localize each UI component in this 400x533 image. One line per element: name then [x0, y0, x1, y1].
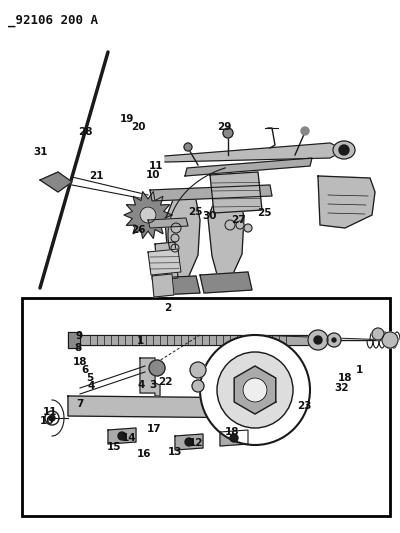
Bar	[22, 298, 390, 516]
Text: 9: 9	[76, 331, 83, 341]
Circle shape	[184, 143, 192, 151]
Polygon shape	[68, 396, 268, 418]
Polygon shape	[165, 195, 200, 280]
Polygon shape	[220, 430, 248, 446]
Text: 1: 1	[137, 336, 144, 346]
Polygon shape	[200, 272, 252, 293]
Polygon shape	[152, 276, 200, 295]
Text: 11: 11	[43, 407, 58, 417]
Circle shape	[185, 438, 193, 446]
Circle shape	[301, 127, 309, 135]
Text: 10: 10	[146, 170, 160, 180]
Text: 10: 10	[40, 416, 54, 426]
Circle shape	[339, 145, 349, 155]
Text: 30: 30	[202, 212, 217, 221]
Circle shape	[118, 432, 126, 440]
Polygon shape	[165, 143, 345, 162]
Text: 18: 18	[225, 427, 239, 437]
Polygon shape	[210, 172, 262, 213]
Circle shape	[332, 338, 336, 342]
Circle shape	[308, 330, 328, 350]
Text: 29: 29	[217, 122, 231, 132]
Polygon shape	[140, 358, 160, 396]
Circle shape	[200, 335, 310, 445]
Ellipse shape	[333, 141, 355, 159]
Circle shape	[140, 207, 156, 223]
Circle shape	[149, 360, 165, 376]
Text: 18: 18	[338, 374, 352, 383]
Text: 4: 4	[137, 380, 144, 390]
Circle shape	[171, 223, 181, 233]
Circle shape	[49, 415, 55, 421]
Polygon shape	[80, 335, 310, 345]
Polygon shape	[208, 192, 244, 278]
Text: 26: 26	[131, 225, 145, 235]
Text: 6: 6	[81, 366, 88, 375]
Text: 25: 25	[257, 208, 271, 218]
Text: 12: 12	[189, 439, 203, 448]
Text: 7: 7	[76, 399, 84, 409]
Text: 17: 17	[147, 424, 161, 434]
Text: 8: 8	[75, 343, 82, 352]
Circle shape	[372, 328, 384, 340]
Circle shape	[190, 362, 206, 378]
Circle shape	[223, 128, 233, 138]
Polygon shape	[152, 274, 174, 297]
Circle shape	[382, 332, 398, 348]
Circle shape	[327, 333, 341, 347]
Polygon shape	[318, 176, 375, 228]
Polygon shape	[148, 249, 181, 275]
Text: 15: 15	[107, 442, 121, 451]
Text: 22: 22	[158, 377, 173, 386]
Text: 19: 19	[120, 115, 134, 124]
Polygon shape	[148, 218, 188, 228]
Polygon shape	[150, 185, 272, 201]
Text: _92106 200 A: _92106 200 A	[8, 14, 98, 27]
Circle shape	[243, 378, 267, 402]
Text: 18: 18	[73, 358, 87, 367]
Text: 2: 2	[164, 303, 172, 313]
Polygon shape	[108, 428, 136, 444]
Circle shape	[230, 434, 238, 442]
Circle shape	[225, 220, 235, 230]
Polygon shape	[175, 434, 203, 450]
Text: 21: 21	[90, 171, 104, 181]
Circle shape	[314, 336, 322, 344]
Circle shape	[244, 224, 252, 232]
Text: 16: 16	[137, 449, 151, 459]
Circle shape	[192, 380, 204, 392]
Text: 28: 28	[78, 127, 93, 137]
Polygon shape	[185, 158, 312, 176]
Text: 4: 4	[88, 382, 95, 391]
Text: 20: 20	[131, 122, 145, 132]
Circle shape	[171, 244, 179, 252]
Text: 5: 5	[86, 374, 93, 383]
Circle shape	[171, 234, 179, 242]
Text: 23: 23	[298, 401, 312, 411]
Text: 25: 25	[188, 207, 202, 217]
Polygon shape	[155, 242, 178, 280]
Circle shape	[236, 221, 244, 229]
Text: 1: 1	[356, 366, 363, 375]
Polygon shape	[234, 366, 276, 414]
Polygon shape	[68, 332, 80, 348]
Text: 27: 27	[231, 215, 246, 224]
Text: 32: 32	[335, 383, 349, 393]
Polygon shape	[40, 172, 72, 192]
Text: 31: 31	[34, 148, 48, 157]
Text: 11: 11	[149, 161, 163, 171]
Text: 13: 13	[168, 447, 182, 457]
Text: 3: 3	[149, 380, 156, 390]
Polygon shape	[124, 191, 172, 238]
Text: 14: 14	[122, 433, 136, 443]
Circle shape	[217, 352, 293, 428]
